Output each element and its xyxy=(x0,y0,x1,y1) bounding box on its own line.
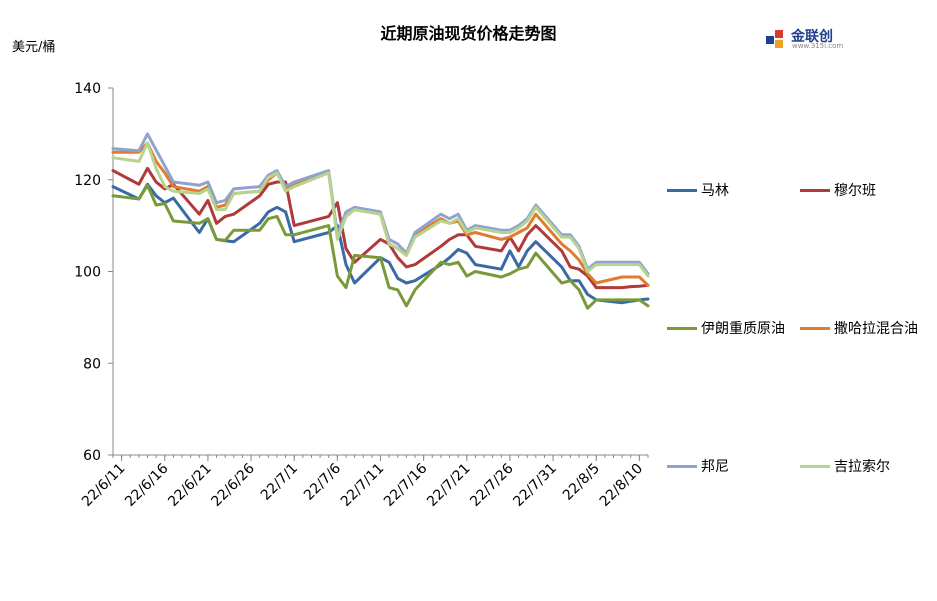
legend-item: 伊朗重质原油 xyxy=(667,318,785,338)
legend-label: 伊朗重质原油 xyxy=(701,321,785,337)
legend-swatch xyxy=(800,464,830,468)
x-tick-label: 22/7/11 xyxy=(338,461,387,510)
logo-mark-icon xyxy=(766,30,783,48)
series-lines xyxy=(111,132,650,310)
x-tick-label: 22/8/5 xyxy=(560,461,603,504)
y-tick-label: 100 xyxy=(74,265,101,281)
series-line-2 xyxy=(111,166,650,290)
series-line-6 xyxy=(111,141,650,278)
legend-label: 穆尔班 xyxy=(834,183,876,199)
y-tick-labels: 60 80 100 120 140 xyxy=(74,81,101,464)
legend-swatch xyxy=(667,326,697,330)
x-tick-label: 22/6/16 xyxy=(122,460,172,510)
legend-item: 邦尼 xyxy=(667,456,729,476)
logo-text: 金联创 xyxy=(791,29,833,45)
x-tick-label: 22/7/1 xyxy=(258,461,301,504)
y-tick-label: 80 xyxy=(83,356,101,372)
x-tick-label: 22/7/26 xyxy=(467,460,517,510)
series-line-1 xyxy=(111,182,650,305)
legend-swatch xyxy=(667,188,697,192)
legend-item: 穆尔班 xyxy=(800,180,876,200)
x-tick-label: 22/6/26 xyxy=(208,460,258,510)
legend-label: 吉拉索尔 xyxy=(834,459,890,475)
x-tick-label: 22/7/6 xyxy=(301,460,344,503)
legend-label: 撒哈拉混合油 xyxy=(834,321,918,337)
x-tick-label: 22/6/11 xyxy=(79,461,128,510)
series-line-5 xyxy=(111,132,650,276)
y-tick-label: 120 xyxy=(74,173,101,189)
x-tick-label: 22/7/21 xyxy=(424,461,473,510)
legend-swatch xyxy=(800,326,830,330)
x-tick-label: 22/7/16 xyxy=(381,460,431,510)
legend-label: 马林 xyxy=(701,183,729,199)
y-axis-unit-label: 美元/桶 xyxy=(12,40,56,55)
chart-title: 近期原油现货价格走势图 xyxy=(380,24,557,43)
legend-item: 马林 xyxy=(667,180,729,200)
legend-swatch xyxy=(667,464,697,468)
legend-item: 吉拉索尔 xyxy=(800,456,890,476)
legend-swatch xyxy=(800,188,830,192)
logo-subtext: www.315i.com xyxy=(792,42,844,50)
x-tick-label: 22/6/21 xyxy=(165,461,214,510)
x-tick-label: 22/7/31 xyxy=(510,461,559,510)
legend-item: 撒哈拉混合油 xyxy=(800,318,918,338)
legend-label: 邦尼 xyxy=(701,459,729,475)
brand-logo: 金联创 www.315i.com xyxy=(766,24,856,54)
y-tick-label: 60 xyxy=(83,448,101,464)
x-tick-label: 22/8/10 xyxy=(597,461,646,510)
y-tick-label: 140 xyxy=(74,81,101,97)
series-line-3 xyxy=(111,183,650,310)
